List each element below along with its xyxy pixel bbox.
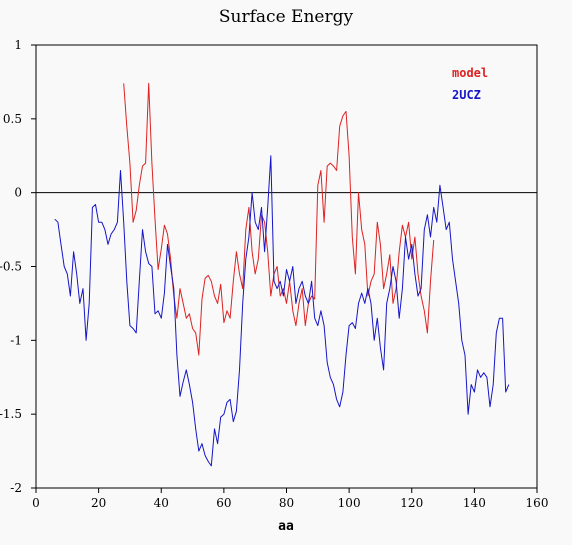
chart-title: Surface Energy xyxy=(219,7,354,27)
y-tick-label: 0.5 xyxy=(3,112,22,126)
x-tick-label: 60 xyxy=(216,496,231,510)
series-line-model xyxy=(123,82,435,356)
x-axis-label: aa xyxy=(278,519,294,534)
x-tick-label: 40 xyxy=(154,496,169,510)
y-tick-label: 0 xyxy=(14,186,22,200)
plot-area: 0 20 40 60 80 100 120 140 160 1 0.5 0 -0.5 -1 -1.5 -2 xyxy=(0,38,548,510)
x-tick-label: 20 xyxy=(91,496,106,510)
x-tick-label: 80 xyxy=(279,496,294,510)
x-tick-label: 160 xyxy=(526,496,549,510)
legend: model 2UCZ xyxy=(452,66,488,102)
y-tick-label: -1.5 xyxy=(0,407,22,421)
x-tick-label: 140 xyxy=(463,496,486,510)
y-tick-label: -0.5 xyxy=(0,260,22,274)
x-tick-label: 0 xyxy=(32,496,40,510)
series-line-2ucz xyxy=(54,155,510,467)
y-tick-label: -1 xyxy=(10,333,22,347)
y-tick-label: -2 xyxy=(10,481,22,495)
y-tick-label: 1 xyxy=(14,38,22,52)
x-tick-label: 120 xyxy=(400,496,423,510)
plot-frame xyxy=(35,44,538,489)
legend-entry-model: model xyxy=(452,66,488,80)
legend-entry-2ucz: 2UCZ xyxy=(452,88,481,102)
x-tick-label: 100 xyxy=(338,496,361,510)
